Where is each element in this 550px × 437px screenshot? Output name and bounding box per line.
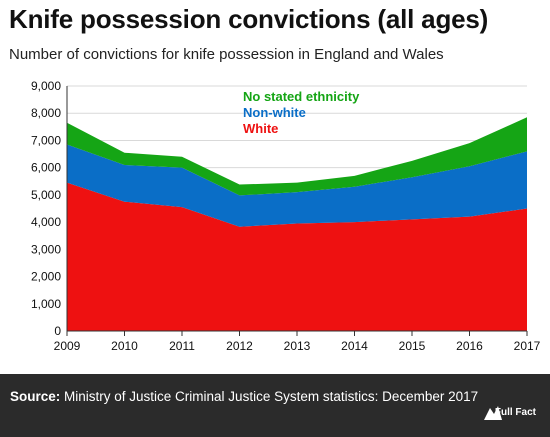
x-tick-label: 2010 [111,339,138,353]
logo-text: Full Fact [494,407,536,418]
stacked-area-chart: 0 1,000 2,000 3,000 4,000 5,000 6,000 7,000 8,00… [31,79,541,353]
x-tick-label: 2015 [399,339,426,353]
x-tick-label: 2011 [169,339,195,353]
source-note: Source: Ministry of Justice Criminal Jus… [10,389,478,404]
y-tick-label: 8,000 [31,106,61,120]
chart-subtitle: Number of convictions for knife possessi… [9,46,444,63]
legend-item: White [243,121,278,136]
footer: Source: Ministry of Justice Criminal Jus… [0,374,550,437]
chart-title: Knife possession convictions (all ages) [9,4,489,34]
source-text: Ministry of Justice Criminal Justice Sys… [64,389,479,404]
x-tick-label: 2017 [514,339,541,353]
area-no-stated-ethnicity [67,117,527,196]
y-tick-label: 5,000 [31,188,61,202]
full-fact-logo-icon [484,406,502,420]
legend-item: No stated ethnicity [243,89,360,104]
y-tick-label: 7,000 [31,133,61,147]
y-tick-label: 0 [54,324,61,338]
x-tick-label: 2012 [226,339,253,353]
y-tick-label: 2,000 [31,270,61,284]
x-tick-label: 2009 [54,339,81,353]
y-tick-label: 6,000 [31,161,61,175]
y-tick-label: 9,000 [31,79,61,93]
legend-item: Non-white [243,105,306,120]
area-white [67,182,527,331]
y-tick-label: 3,000 [31,242,61,256]
x-tick-label: 2013 [284,339,311,353]
source-label: Source: [10,389,61,404]
area-non-white [67,144,527,227]
y-tick-label: 1,000 [31,297,61,311]
x-tick-label: 2014 [341,339,368,353]
x-tick-label: 2016 [456,339,483,353]
y-tick-label: 4,000 [31,215,61,229]
